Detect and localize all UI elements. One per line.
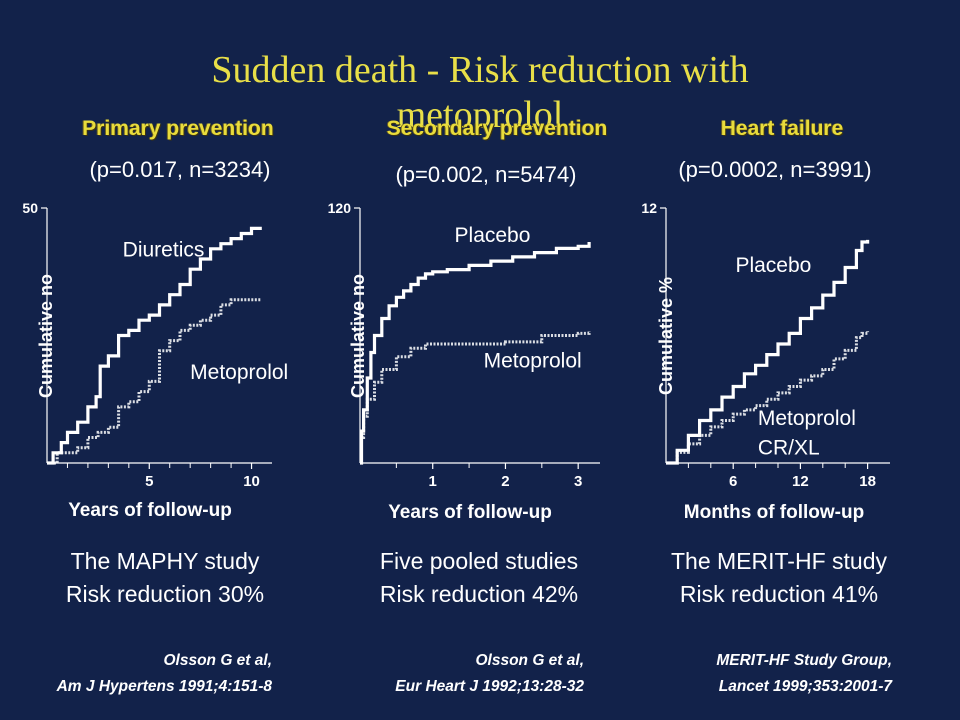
series-label: Diuretics (123, 238, 205, 261)
x-tick-label: 18 (859, 473, 876, 490)
panel-stats-primary: (p=0.017, n=3234) (89, 157, 271, 182)
y-tick-label: 12 (641, 200, 657, 216)
y-axis-label: Cumulative no (348, 274, 368, 398)
y-tick-label: 50 (22, 200, 38, 216)
citation-ref-primary: Am J Hypertens 1991;4:151-8 (56, 678, 272, 695)
x-tick-label: 12 (792, 473, 809, 490)
risk-reduction-heart-failure: Risk reduction 41% (679, 581, 879, 607)
series-label: Metoprolol (758, 407, 856, 430)
citation-ref-heart-failure: Lancet 1999;353:2001-7 (718, 678, 892, 695)
study-block-heart-failure: The MERIT-HF study Risk reduction 41% (624, 545, 934, 611)
series-line-control (47, 226, 262, 465)
y-axis-label: Cumulative % (656, 277, 676, 395)
x-tick-label: 2 (501, 473, 509, 490)
series-line-metoprolol (666, 331, 870, 465)
risk-reduction-primary: Risk reduction 30% (65, 581, 265, 607)
x-tick-label: 6 (729, 473, 737, 490)
x-tick-label: 5 (145, 473, 153, 490)
risk-reduction-secondary: Risk reduction 42% (379, 581, 579, 607)
panel-heading-heart-failure: Heart failure (720, 117, 844, 140)
y-tick-label: 120 (328, 200, 352, 216)
series-label: CR/XL (758, 437, 820, 460)
series-label: Placebo (735, 254, 811, 277)
x-tick-label: 3 (574, 473, 582, 490)
citation-primary: Olsson G et al, Am J Hypertens 1991;4:15… (0, 648, 272, 700)
study-block-secondary: Five pooled studies Risk reduction 42% (324, 545, 634, 611)
panel-heading-primary: Primary prevention (82, 117, 274, 140)
series-label: Placebo (455, 224, 531, 247)
citation-author-secondary: Olsson G et al, (475, 652, 584, 669)
citation-ref-secondary: Eur Heart J 1992;13:28-32 (395, 678, 584, 695)
y-axis-label: Cumulative no (36, 274, 56, 398)
series-line-metoprolol (360, 331, 591, 465)
citation-secondary: Olsson G et al, Eur Heart J 1992;13:28-3… (204, 648, 584, 700)
citation-heart-failure: MERIT-HF Study Group, Lancet 1999;353:20… (512, 648, 892, 700)
study-name-heart-failure: The MERIT-HF study (671, 548, 887, 574)
slide-title: Sudden death - Risk reduction with metop… (211, 49, 749, 136)
citation-author-heart-failure: MERIT-HF Study Group, (716, 652, 892, 669)
study-name-primary: The MAPHY study (70, 548, 260, 574)
series-line-control (359, 242, 591, 465)
panel-stats-heart-failure: (p=0.0002, n=3991) (678, 157, 872, 182)
x-axis-label: Years of follow-up (388, 502, 552, 523)
citation-author-primary: Olsson G et al, (163, 652, 272, 669)
study-block-primary: The MAPHY study Risk reduction 30% (10, 545, 320, 611)
series-line-metoprolol (47, 298, 262, 465)
x-tick-label: 10 (243, 473, 260, 490)
series-line-control (666, 239, 870, 465)
x-tick-label: 1 (429, 473, 437, 490)
study-name-secondary: Five pooled studies (379, 548, 579, 574)
x-axis-label: Years of follow-up (68, 500, 232, 521)
panel-heading-secondary: Secondary prevention (386, 117, 608, 140)
series-label: Metoprolol (484, 349, 582, 372)
panel-stats-secondary: (p=0.002, n=5474) (395, 162, 577, 187)
x-axis-label: Months of follow-up (684, 502, 864, 523)
series-label: Metoprolol (190, 361, 288, 384)
